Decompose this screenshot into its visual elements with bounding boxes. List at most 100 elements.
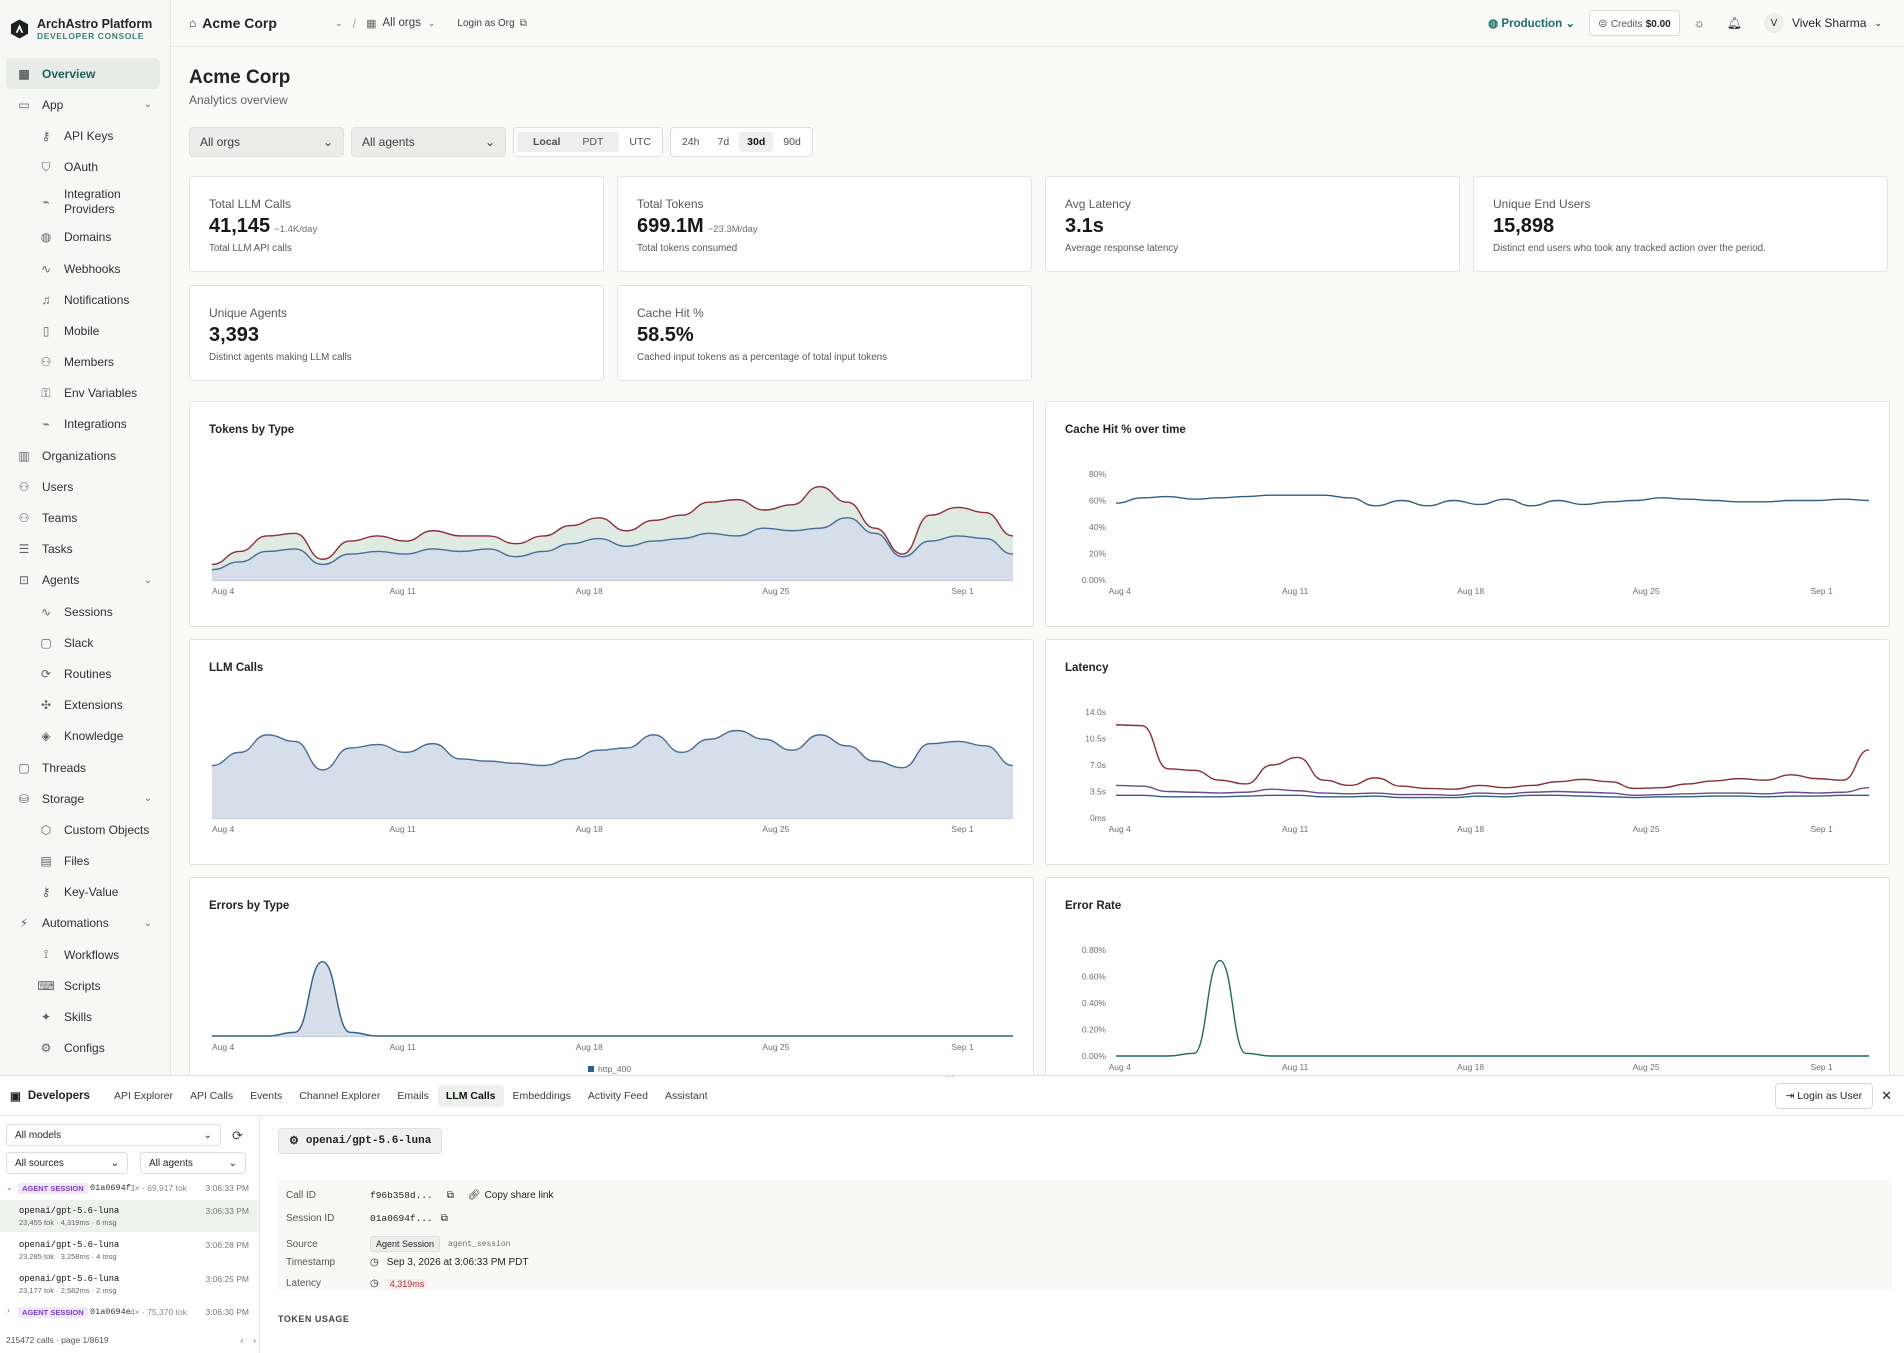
sidebar-item-overview[interactable]: ▦ Overview — [6, 58, 160, 90]
tz-utc-button[interactable]: UTC — [629, 136, 651, 148]
sidebar-item-skills[interactable]: ✦ Skills — [6, 1001, 160, 1032]
sidebar-item-knowledge[interactable]: ◈ Knowledge — [6, 721, 160, 752]
environment-switcher[interactable]: ◍ Production ⌄ — [1488, 18, 1575, 30]
token-usage-heading: TOKEN USAGE — [278, 1314, 350, 1324]
tab-llm-calls[interactable]: LLM Calls — [437, 1084, 504, 1107]
org-switcher[interactable]: Acme Corp — [202, 15, 277, 31]
models-filter-select[interactable]: All models ⌄ — [6, 1124, 221, 1146]
brand[interactable]: ArchAstro Platform DEVELOPER CONSOLE — [0, 0, 170, 46]
chevron-right-icon[interactable]: › — [253, 1335, 256, 1345]
close-icon[interactable]: ✕ — [1881, 1087, 1892, 1103]
x-tick-label: Aug 11 — [389, 1042, 416, 1052]
tab-activity-feed[interactable]: Activity Feed — [587, 1089, 648, 1102]
chevron-left-icon[interactable]: ‹ — [240, 1335, 244, 1345]
sidebar-item-oauth[interactable]: ⛉ OAuth — [6, 152, 160, 183]
copy-icon[interactable]: ⧉ — [519, 17, 527, 29]
refresh-icon[interactable]: ⟳ — [232, 1128, 243, 1143]
notifications-bell-icon[interactable]: 🔔︎ — [1726, 16, 1742, 30]
sidebar-item-integration-providers[interactable]: ⌁ Integration Providers — [6, 183, 160, 222]
sidebar-item-extensions[interactable]: ✣ Extensions — [6, 690, 160, 721]
sidebar-item-key-value[interactable]: ⚷ Key-Value — [6, 877, 160, 908]
org-home-icon[interactable]: ⌂ — [189, 16, 197, 30]
chevron-down-icon: ⌄ — [6, 1184, 13, 1193]
sidebar-item-custom-objects[interactable]: ⬡ Custom Objects — [6, 814, 160, 845]
tab-assistant[interactable]: Assistant — [664, 1089, 708, 1102]
agents-filter-select[interactable]: All agents ⌄ — [351, 127, 506, 157]
link-icon[interactable]: 🔗︎ — [467, 1190, 481, 1201]
x-tick-label: Aug 4 — [212, 1042, 234, 1052]
sidebar-item-storage[interactable]: ⛁ Storage ⌄ — [6, 783, 160, 814]
sidebar-item-label: App — [42, 97, 64, 112]
tab-embeddings[interactable]: Embeddings — [512, 1089, 571, 1102]
session-group-row[interactable]: › AGENT SESSION 01a0694e 4× · 75,370 tok 3:0… — [0, 1306, 259, 1322]
chevron-down-icon[interactable]: ⌄ — [334, 17, 343, 28]
config-icon: ⚙ — [40, 1041, 52, 1056]
app-icon: ▭ — [18, 97, 30, 112]
chevron-down-icon[interactable]: ⌄ — [143, 574, 152, 586]
sidebar-item-webhooks[interactable]: ∿ Webhooks — [6, 253, 160, 284]
login-as-org-link[interactable]: Login as Org — [457, 17, 515, 29]
credits-badge[interactable]: ⊜ Credits $0.00 — [1588, 10, 1680, 36]
orgs-filter-select[interactable]: All orgs ⌄ — [189, 127, 344, 157]
llm-call-row[interactable]: openai/gpt-5.6-luna 23,285 tok · 3,258ms … — [0, 1234, 259, 1266]
sidebar-item-automations[interactable]: ⚡︎ Automations ⌄ — [6, 908, 160, 939]
chevron-down-icon[interactable]: ⌄ — [143, 793, 152, 805]
sidebar-item-scripts[interactable]: ⌨ Scripts — [6, 970, 160, 1001]
panel-resize-handle[interactable]: ⋯ — [946, 1072, 954, 1081]
chevron-down-icon[interactable]: ⌄ — [143, 917, 152, 929]
sidebar-item-sessions[interactable]: ∿ Sessions — [6, 596, 160, 627]
sidebar-item-label: Files — [64, 854, 90, 869]
agents-filter-select[interactable]: All agents ⌄ — [140, 1152, 246, 1174]
tab-channel-explorer[interactable]: Channel Explorer — [299, 1089, 381, 1102]
session-group-row[interactable]: ⌄ AGENT SESSION 01a0694f 3× · 69,917 tok 3:0… — [0, 1182, 259, 1198]
call-metadata: Call ID f96b358d... ⧉ 🔗︎ Copy share link Ses… — [278, 1180, 1892, 1290]
sidebar-item-organizations[interactable]: ▥ Organizations — [6, 440, 160, 471]
tasks-icon: ☰ — [18, 542, 30, 557]
sidebar-item-threads[interactable]: ▢ Threads — [6, 752, 160, 783]
tab-events[interactable]: Events — [250, 1089, 283, 1102]
range-7d-button[interactable]: 7d — [717, 136, 730, 148]
sidebar-item-label: Mobile — [64, 323, 100, 338]
login-as-user-button[interactable]: ⇥ Login as User — [1774, 1082, 1874, 1109]
theme-toggle-icon[interactable]: ☼ — [1693, 16, 1705, 30]
sidebar-item-slack[interactable]: ▢ Slack — [6, 627, 160, 658]
chevron-down-icon[interactable]: ⌄ — [427, 17, 436, 28]
sidebar-item-members[interactable]: ⚇ Members — [6, 347, 160, 378]
range-30d-button[interactable]: 30d — [739, 132, 774, 152]
x-tick-label: Aug 25 — [762, 1042, 789, 1052]
sources-filter-select[interactable]: All sources ⌄ — [6, 1152, 128, 1174]
tab-api-calls[interactable]: API Calls — [189, 1089, 234, 1102]
stat-number: 3,393 — [209, 324, 260, 346]
range-24h-button[interactable]: 24h — [681, 136, 700, 148]
sidebar-item-env-variables[interactable]: ⚿ Env Variables — [6, 378, 160, 409]
sidebar-item-app[interactable]: ▭ App ⌄ — [6, 89, 160, 120]
sidebar-item-mobile[interactable]: ▯ Mobile — [6, 315, 160, 346]
user-menu[interactable]: V Vivek Sharma ⌄ — [1763, 13, 1882, 33]
tab-api-explorer[interactable]: API Explorer — [114, 1089, 173, 1102]
all-orgs-switch[interactable]: All orgs — [382, 17, 421, 29]
sidebar-item-routines[interactable]: ⟳ Routines — [6, 658, 160, 689]
sidebar-item-users[interactable]: ⚇ Users — [6, 471, 160, 502]
sidebar-item-label: Threads — [42, 760, 87, 775]
tab-emails[interactable]: Emails — [397, 1089, 429, 1102]
sidebar-item-tasks[interactable]: ☰ Tasks — [6, 534, 160, 565]
range-90d-button[interactable]: 90d — [783, 136, 801, 148]
copy-icon[interactable]: ⧉ — [446, 1190, 454, 1201]
sidebar-item-teams[interactable]: ⚇ Teams — [6, 502, 160, 533]
sidebar-item-integrations[interactable]: ⌁ Integrations — [6, 409, 160, 440]
sidebar-item-notifications[interactable]: ♫ Notifications — [6, 284, 160, 315]
chevron-down-icon[interactable]: ⌄ — [143, 99, 152, 111]
sidebar-item-agents[interactable]: ⊡ Agents ⌄ — [6, 565, 160, 596]
x-tick-label: Sep 1 — [951, 586, 973, 596]
sidebar-item-files[interactable]: ▤ Files — [6, 846, 160, 877]
session-id-value[interactable]: 01a0694f... — [370, 1213, 433, 1224]
llm-call-row[interactable]: openai/gpt-5.6-luna 23,455 tok · 4,319ms … — [0, 1200, 259, 1232]
llm-call-row[interactable]: openai/gpt-5.6-luna 23,177 tok · 2,582ms … — [0, 1268, 259, 1300]
sidebar-item-configs[interactable]: ⚙ Configs — [6, 1033, 160, 1064]
sidebar-item-workflows[interactable]: ⟟ Workflows — [6, 939, 160, 970]
tz-local-button[interactable]: Local PDT — [517, 132, 620, 152]
copy-share-link[interactable]: Copy share link — [484, 1190, 554, 1201]
sidebar-item-api-keys[interactable]: ⚷ API Keys — [6, 120, 160, 151]
sidebar-item-domains[interactable]: ◍ Domains — [6, 222, 160, 253]
copy-icon[interactable]: ⧉ — [440, 1213, 448, 1224]
